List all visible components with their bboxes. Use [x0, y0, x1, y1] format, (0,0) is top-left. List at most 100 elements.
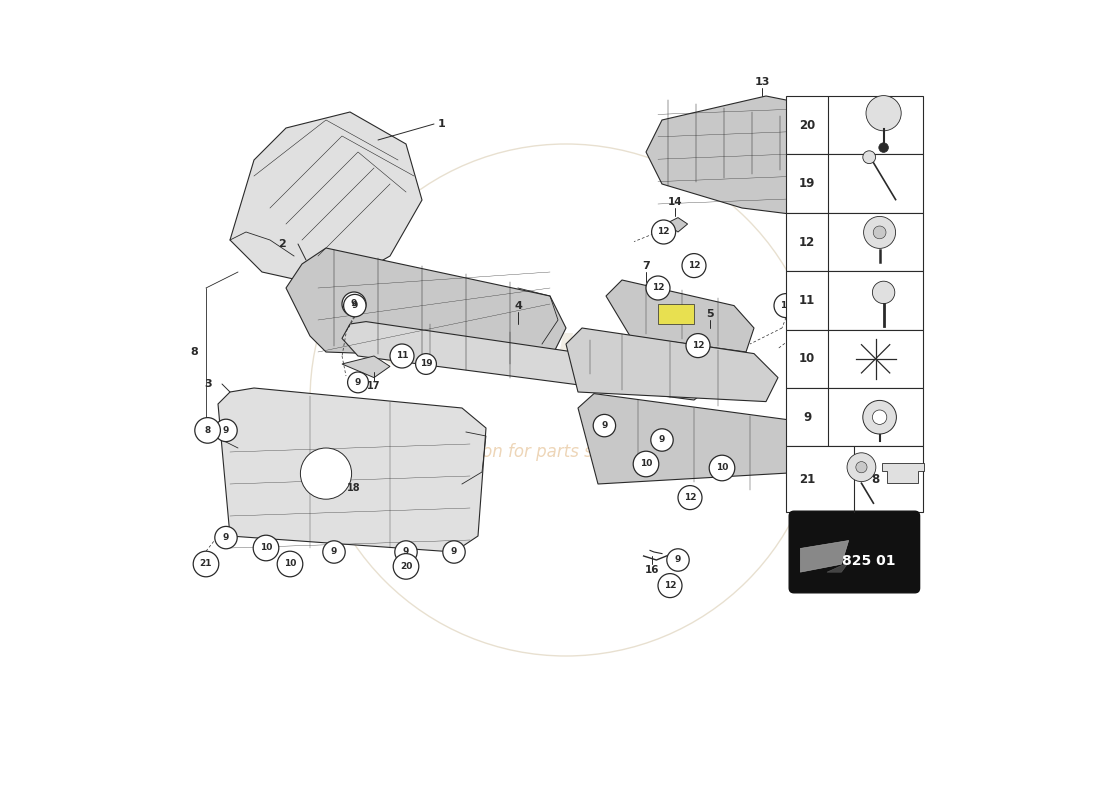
Circle shape	[634, 451, 659, 477]
Text: 20: 20	[399, 562, 412, 571]
Polygon shape	[342, 322, 710, 400]
Circle shape	[214, 526, 238, 549]
Text: 14: 14	[668, 197, 682, 206]
Text: 9: 9	[223, 426, 229, 435]
Circle shape	[864, 216, 895, 248]
Circle shape	[214, 419, 238, 442]
Circle shape	[593, 414, 616, 437]
Text: 1: 1	[438, 119, 446, 129]
Bar	[792, 286, 806, 298]
Text: 20: 20	[799, 118, 815, 132]
Text: 5: 5	[706, 310, 714, 319]
Text: 8: 8	[205, 426, 211, 435]
Circle shape	[393, 554, 419, 579]
Text: 2: 2	[278, 239, 286, 249]
Circle shape	[343, 294, 366, 317]
Circle shape	[682, 254, 706, 278]
Text: 9: 9	[352, 301, 358, 310]
Text: 10: 10	[716, 463, 728, 473]
Polygon shape	[566, 328, 778, 402]
Text: 9: 9	[602, 421, 607, 430]
Polygon shape	[662, 218, 688, 232]
Circle shape	[774, 294, 798, 318]
Text: 4: 4	[514, 301, 521, 310]
Circle shape	[658, 574, 682, 598]
Text: 9: 9	[659, 435, 666, 445]
Text: 825 01: 825 01	[843, 554, 895, 568]
Polygon shape	[790, 282, 810, 298]
Text: 12: 12	[663, 581, 676, 590]
Bar	[658, 304, 694, 324]
Circle shape	[646, 276, 670, 300]
Circle shape	[651, 220, 675, 244]
Text: 8: 8	[871, 473, 880, 486]
Circle shape	[847, 453, 876, 482]
Text: 17: 17	[367, 381, 381, 390]
Bar	[786, 96, 923, 154]
Circle shape	[872, 281, 894, 303]
Text: eurosparts: eurosparts	[381, 321, 719, 375]
Text: 12: 12	[658, 227, 670, 237]
Polygon shape	[578, 394, 818, 484]
Bar	[786, 154, 923, 213]
Bar	[786, 330, 923, 388]
Circle shape	[348, 372, 369, 393]
Text: 10: 10	[640, 459, 652, 469]
Text: 19: 19	[799, 177, 815, 190]
Circle shape	[300, 448, 352, 499]
Text: 10: 10	[799, 352, 815, 366]
Text: 15: 15	[813, 269, 827, 278]
Circle shape	[866, 95, 901, 130]
Circle shape	[872, 410, 887, 424]
Text: 11: 11	[396, 351, 408, 361]
FancyBboxPatch shape	[789, 511, 920, 593]
Text: 3: 3	[205, 379, 212, 389]
Bar	[786, 271, 923, 330]
Text: 10: 10	[260, 543, 272, 553]
Text: 12: 12	[688, 261, 701, 270]
Circle shape	[342, 292, 366, 316]
Text: 10: 10	[284, 559, 296, 569]
Text: 9: 9	[403, 547, 409, 557]
Circle shape	[277, 551, 302, 577]
Bar	[804, 150, 836, 168]
Text: 9: 9	[355, 378, 361, 387]
Text: 9: 9	[351, 299, 358, 309]
Bar	[786, 213, 923, 271]
Circle shape	[253, 535, 278, 561]
Text: 21: 21	[200, 559, 212, 569]
Text: 12: 12	[684, 493, 696, 502]
Polygon shape	[801, 541, 849, 572]
Circle shape	[390, 344, 414, 368]
Polygon shape	[230, 112, 422, 288]
Text: 21: 21	[799, 473, 815, 486]
Text: 9: 9	[451, 547, 458, 557]
Text: 19: 19	[420, 359, 432, 369]
Text: 12: 12	[780, 301, 792, 310]
Text: a passion for parts since 1983: a passion for parts since 1983	[425, 443, 675, 461]
Text: 9: 9	[331, 547, 338, 557]
Circle shape	[879, 143, 889, 152]
Text: 11: 11	[799, 294, 815, 307]
Circle shape	[862, 400, 896, 434]
Circle shape	[322, 541, 345, 563]
Text: 16: 16	[645, 566, 660, 575]
Text: 9: 9	[803, 410, 812, 424]
Bar	[786, 446, 923, 512]
Text: 9: 9	[223, 533, 229, 542]
Polygon shape	[342, 356, 390, 378]
Text: 12: 12	[651, 283, 664, 293]
Polygon shape	[881, 463, 924, 483]
Circle shape	[195, 418, 220, 443]
Polygon shape	[606, 280, 754, 352]
Bar	[786, 388, 923, 446]
Circle shape	[443, 541, 465, 563]
Circle shape	[667, 549, 690, 571]
Polygon shape	[286, 248, 566, 360]
Polygon shape	[827, 562, 849, 572]
Polygon shape	[218, 388, 486, 552]
Text: 7: 7	[642, 262, 650, 271]
Text: 13: 13	[755, 78, 770, 87]
Circle shape	[194, 551, 219, 577]
Circle shape	[686, 334, 710, 358]
